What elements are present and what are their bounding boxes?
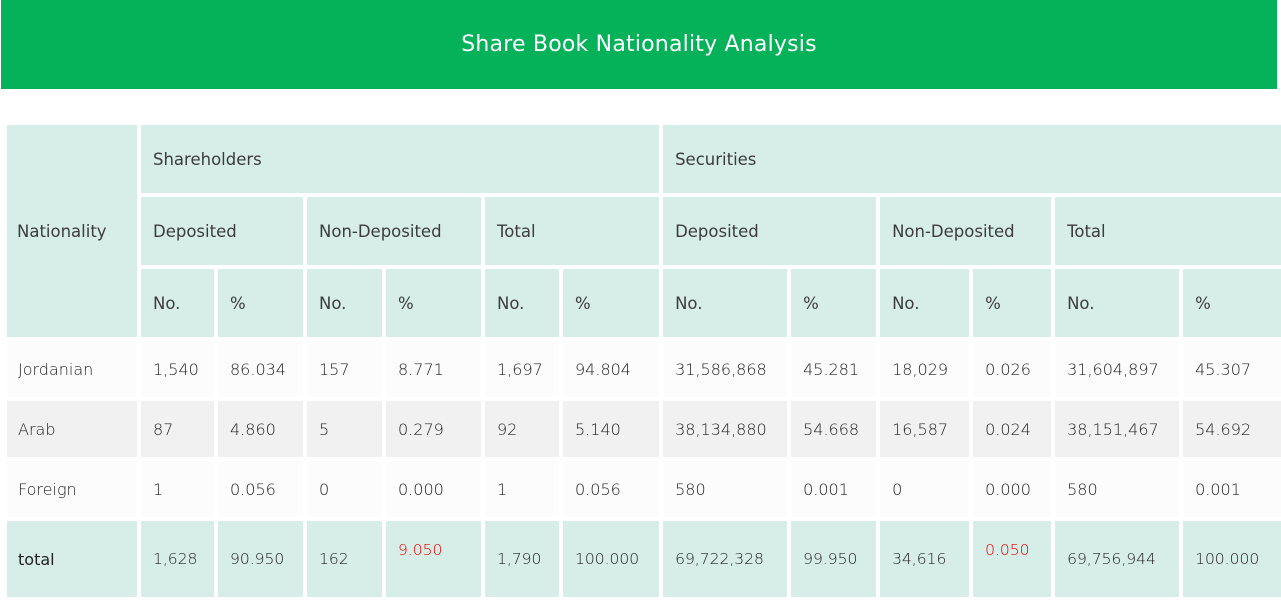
header-pct: %	[791, 269, 877, 337]
table-cell: 0.000	[386, 461, 481, 517]
table-row: Jordanian 1,540 86.034 157 8.771 1,697 9…	[7, 341, 1281, 397]
page-title-banner: Share Book Nationality Analysis	[1, 0, 1277, 89]
table-cell: 87	[141, 401, 214, 457]
header-securities-total: Total	[1055, 197, 1281, 265]
total-cell: 1,628	[141, 521, 214, 597]
header-no: No.	[485, 269, 559, 337]
table-cell: 18,029	[880, 341, 970, 397]
table-cell: 54.668	[791, 401, 877, 457]
header-shareholders-deposited: Deposited	[141, 197, 303, 265]
header-securities-non-deposited: Non-Deposited	[880, 197, 1052, 265]
table-cell: 1,540	[141, 341, 214, 397]
row-nationality: Jordanian	[7, 341, 137, 397]
table-cell: 1	[485, 461, 559, 517]
table-cell: 0.279	[386, 401, 481, 457]
header-nationality: Nationality	[7, 125, 137, 337]
table-cell: 0.001	[791, 461, 877, 517]
header-securities-deposited: Deposited	[663, 197, 877, 265]
table-cell: 0	[307, 461, 382, 517]
table-cell: 0.056	[218, 461, 303, 517]
table-cell: 580	[1055, 461, 1180, 517]
total-cell: 69,756,944	[1055, 521, 1180, 597]
header-securities: Securities	[663, 125, 1281, 193]
total-label: total	[7, 521, 137, 597]
nationality-analysis-table: Nationality Shareholders Securities Depo…	[3, 121, 1281, 601]
table-cell: 0.056	[563, 461, 660, 517]
header-shareholders: Shareholders	[141, 125, 660, 193]
table-cell: 38,134,880	[663, 401, 788, 457]
table-cell: 86.034	[218, 341, 303, 397]
table-cell: 580	[663, 461, 788, 517]
table-cell: 54.692	[1183, 401, 1281, 457]
row-nationality: Arab	[7, 401, 137, 457]
table-cell: 157	[307, 341, 382, 397]
total-cell: 34,616	[880, 521, 970, 597]
total-cell-highlight: 0.050	[973, 521, 1052, 597]
total-cell: 90.950	[218, 521, 303, 597]
total-cell: 100.000	[1183, 521, 1281, 597]
table-cell: 31,604,897	[1055, 341, 1180, 397]
table-cell: 5.140	[563, 401, 660, 457]
table-cell: 0.001	[1183, 461, 1281, 517]
total-cell: 69,722,328	[663, 521, 788, 597]
header-pct: %	[563, 269, 660, 337]
table-cell: 45.307	[1183, 341, 1281, 397]
header-pct: %	[218, 269, 303, 337]
table-cell: 4.860	[218, 401, 303, 457]
header-no: No.	[141, 269, 214, 337]
table-cell: 92	[485, 401, 559, 457]
table-cell: 0	[880, 461, 970, 517]
table-cell: 5	[307, 401, 382, 457]
header-pct: %	[386, 269, 481, 337]
header-pct: %	[973, 269, 1052, 337]
total-cell: 162	[307, 521, 382, 597]
table-cell: 0.026	[973, 341, 1052, 397]
total-cell: 100.000	[563, 521, 660, 597]
header-no: No.	[307, 269, 382, 337]
header-shareholders-total: Total	[485, 197, 660, 265]
table-cell: 8.771	[386, 341, 481, 397]
total-cell-highlight: 9.050	[386, 521, 481, 597]
table-cell: 16,587	[880, 401, 970, 457]
table-row: Foreign 1 0.056 0 0.000 1 0.056 580 0.00…	[7, 461, 1281, 517]
header-pct: %	[1183, 269, 1281, 337]
total-cell: 99.950	[791, 521, 877, 597]
table-row: Arab 87 4.860 5 0.279 92 5.140 38,134,88…	[7, 401, 1281, 457]
table-cell: 0.024	[973, 401, 1052, 457]
table-cell: 94.804	[563, 341, 660, 397]
total-cell: 1,790	[485, 521, 559, 597]
header-shareholders-non-deposited: Non-Deposited	[307, 197, 481, 265]
table-cell: 0.000	[973, 461, 1052, 517]
total-row: total 1,628 90.950 162 9.050 1,790 100.0…	[7, 521, 1281, 597]
table-cell: 1	[141, 461, 214, 517]
page-title: Share Book Nationality Analysis	[461, 32, 817, 57]
table-cell: 38,151,467	[1055, 401, 1180, 457]
row-nationality: Foreign	[7, 461, 137, 517]
header-no: No.	[1055, 269, 1180, 337]
table-cell: 45.281	[791, 341, 877, 397]
header-no: No.	[663, 269, 788, 337]
table-cell: 31,586,868	[663, 341, 788, 397]
table-cell: 1,697	[485, 341, 559, 397]
header-no: No.	[880, 269, 970, 337]
